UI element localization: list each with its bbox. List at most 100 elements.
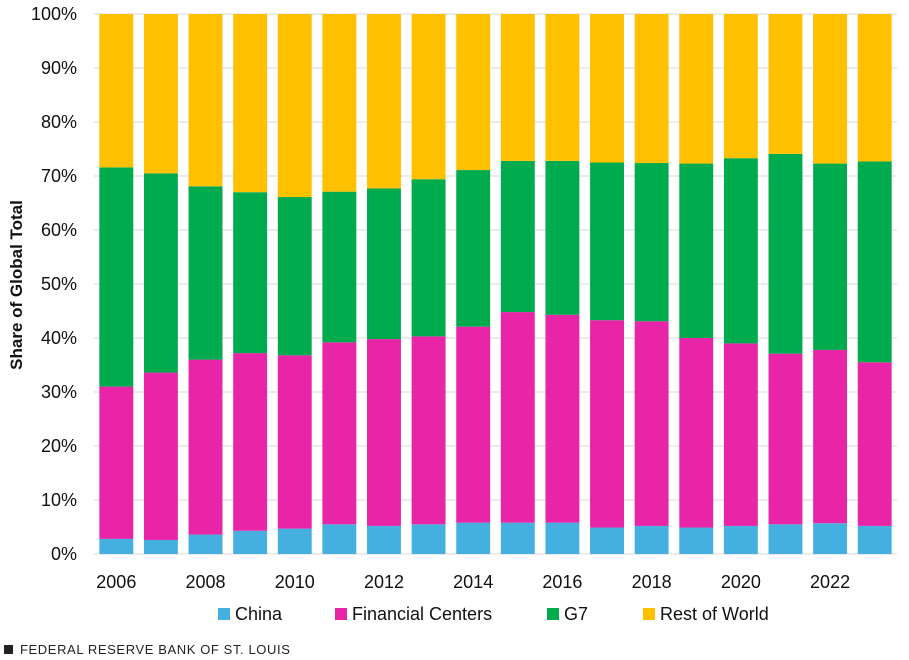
x-tick-label: 2020 [721,572,761,592]
legend-swatch [547,608,559,620]
bar-segment-financial-centers [99,386,134,539]
x-tick-label: 2006 [96,572,136,592]
bar-segment-financial-centers [233,353,268,531]
x-tick-label: 2016 [542,572,582,592]
bar-segment-financial-centers [813,349,848,524]
bar-segment-g7 [813,163,848,350]
stacked-bar-chart: 0%10%20%30%40%50%60%70%80%90%100% 2006 20… [7,4,897,624]
bar-segment-g7 [679,163,714,338]
legend: China Financial Centers G7 Rest of World [218,604,769,624]
bar-segment-china [367,525,401,554]
bar-segment-china [277,528,312,554]
legend-label: G7 [564,604,588,624]
x-tick-label: 2012 [364,572,404,592]
bar-segment-rest-of-world [813,14,848,164]
bar-segment-rest-of-world [367,14,401,189]
bar-segment-g7 [277,197,312,356]
footer-square-icon [4,645,13,654]
bar-segment-g7 [411,179,446,337]
bar-segment-g7 [322,191,357,343]
bar-segment-financial-centers [367,339,401,526]
legend-label: China [235,604,283,624]
bar-segment-g7 [500,160,535,313]
x-tick-label: 2022 [810,572,850,592]
y-tick-label: 30% [41,382,77,402]
bar-segment-g7 [367,188,401,340]
bar-segment-rest-of-world [634,14,669,164]
bar-segment-financial-centers [679,338,714,528]
bar-segment-rest-of-world [545,14,580,161]
bar-segment-g7 [233,192,268,354]
x-tick-label: 2008 [186,572,226,592]
bar-segment-financial-centers [322,342,357,525]
bar-segment-china [723,525,758,554]
bar-segment-g7 [99,167,134,387]
bar-segment-g7 [857,161,892,363]
y-tick-label: 10% [41,490,77,510]
bars [99,14,892,554]
bar-segment-china [411,524,446,554]
bar-segment-china [188,534,223,554]
legend-swatch [643,608,655,620]
bar-segment-financial-centers [188,359,223,535]
bar-segment-financial-centers [456,326,491,523]
bar-segment-financial-centers [500,312,535,523]
bar-segment-g7 [188,186,223,360]
bar-segment-rest-of-world [679,14,714,164]
bar-segment-rest-of-world [411,14,446,180]
bar-segment-china [500,522,535,554]
bar-segment-china [99,538,134,554]
y-tick-label: 90% [41,58,77,78]
bar-segment-financial-centers [277,355,312,529]
bar-segment-rest-of-world [277,14,312,198]
bar-segment-rest-of-world [143,14,178,174]
y-tick-label: 50% [41,274,77,294]
x-axis-tick-labels: 2006 2008 2010 2012 2014 2016 2018 2020 2022 [96,572,850,592]
bar-segment-china [143,539,178,554]
bar-segment-rest-of-world [500,14,535,161]
legend-swatch [218,608,230,620]
bar-segment-china [634,525,669,554]
gridlines [94,13,897,555]
footer-text: FEDERAL RESERVE BANK OF ST. LOUIS [20,642,291,657]
y-tick-label: 20% [41,436,77,456]
bar-segment-rest-of-world [723,14,758,159]
bar-segment-rest-of-world [233,14,268,193]
y-tick-label: 40% [41,328,77,348]
bar-segment-rest-of-world [322,14,357,192]
bar-segment-china [322,524,357,554]
bar-segment-g7 [723,158,758,344]
bar-segment-financial-centers [411,336,446,525]
y-tick-label: 60% [41,220,77,240]
footer: FEDERAL RESERVE BANK OF ST. LOUIS [4,642,290,657]
y-tick-label: 100% [31,4,77,24]
bar-segment-g7 [634,163,669,322]
bar-segment-rest-of-world [456,14,491,171]
x-tick-label: 2010 [275,572,315,592]
y-tick-label: 0% [51,544,77,564]
legend-swatch [335,608,347,620]
bar-segment-g7 [143,173,178,373]
y-axis-tick-labels: 0% 10% 20% 30% 40% 50% 60% 70% 80% 90% 100% [31,4,77,564]
bar-segment-china [679,527,714,554]
bar-segment-china [456,522,491,554]
bar-segment-g7 [768,153,803,354]
bar-segment-rest-of-world [857,14,892,162]
bar-segment-g7 [590,162,624,321]
bar-segment-china [590,527,624,554]
bar-segment-china [768,524,803,554]
legend-label: Rest of World [660,604,769,624]
bar-segment-g7 [456,170,491,327]
bar-segment-financial-centers [143,372,178,540]
bar-segment-g7 [545,160,580,315]
bar-segment-financial-centers [634,321,669,526]
x-tick-label: 2014 [453,572,493,592]
bar-segment-financial-centers [590,320,624,528]
bar-segment-china [233,530,268,554]
y-tick-label: 70% [41,166,77,186]
bar-segment-financial-centers [857,362,892,526]
bar-segment-rest-of-world [590,14,624,163]
bar-segment-china [545,522,580,554]
bar-segment-china [857,525,892,554]
bar-segment-rest-of-world [99,14,134,168]
